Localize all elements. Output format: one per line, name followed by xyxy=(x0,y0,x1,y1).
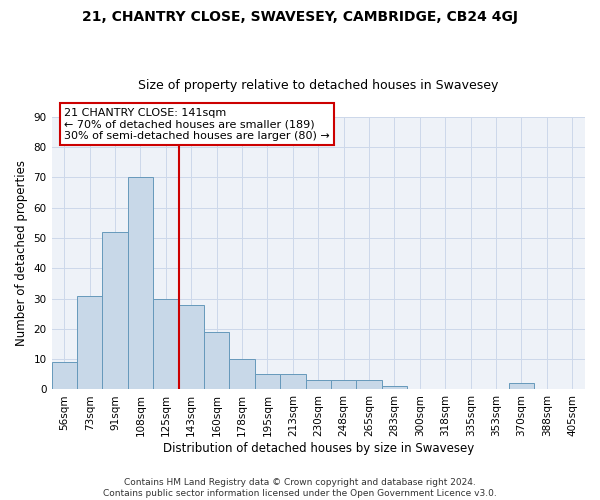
Y-axis label: Number of detached properties: Number of detached properties xyxy=(15,160,28,346)
Title: Size of property relative to detached houses in Swavesey: Size of property relative to detached ho… xyxy=(138,79,499,92)
Text: 21 CHANTRY CLOSE: 141sqm
← 70% of detached houses are smaller (189)
30% of semi-: 21 CHANTRY CLOSE: 141sqm ← 70% of detach… xyxy=(64,108,330,141)
Bar xyxy=(305,380,331,390)
X-axis label: Distribution of detached houses by size in Swavesey: Distribution of detached houses by size … xyxy=(163,442,474,455)
Bar xyxy=(204,332,229,390)
Bar xyxy=(280,374,305,390)
Bar xyxy=(331,380,356,390)
Bar xyxy=(255,374,280,390)
Bar xyxy=(509,384,534,390)
Bar xyxy=(52,362,77,390)
Bar xyxy=(153,298,179,390)
Bar xyxy=(77,296,103,390)
Bar xyxy=(179,304,204,390)
Bar xyxy=(382,386,407,390)
Bar xyxy=(356,380,382,390)
Text: Contains HM Land Registry data © Crown copyright and database right 2024.
Contai: Contains HM Land Registry data © Crown c… xyxy=(103,478,497,498)
Bar xyxy=(229,359,255,390)
Text: 21, CHANTRY CLOSE, SWAVESEY, CAMBRIDGE, CB24 4GJ: 21, CHANTRY CLOSE, SWAVESEY, CAMBRIDGE, … xyxy=(82,10,518,24)
Bar xyxy=(103,232,128,390)
Bar xyxy=(128,178,153,390)
